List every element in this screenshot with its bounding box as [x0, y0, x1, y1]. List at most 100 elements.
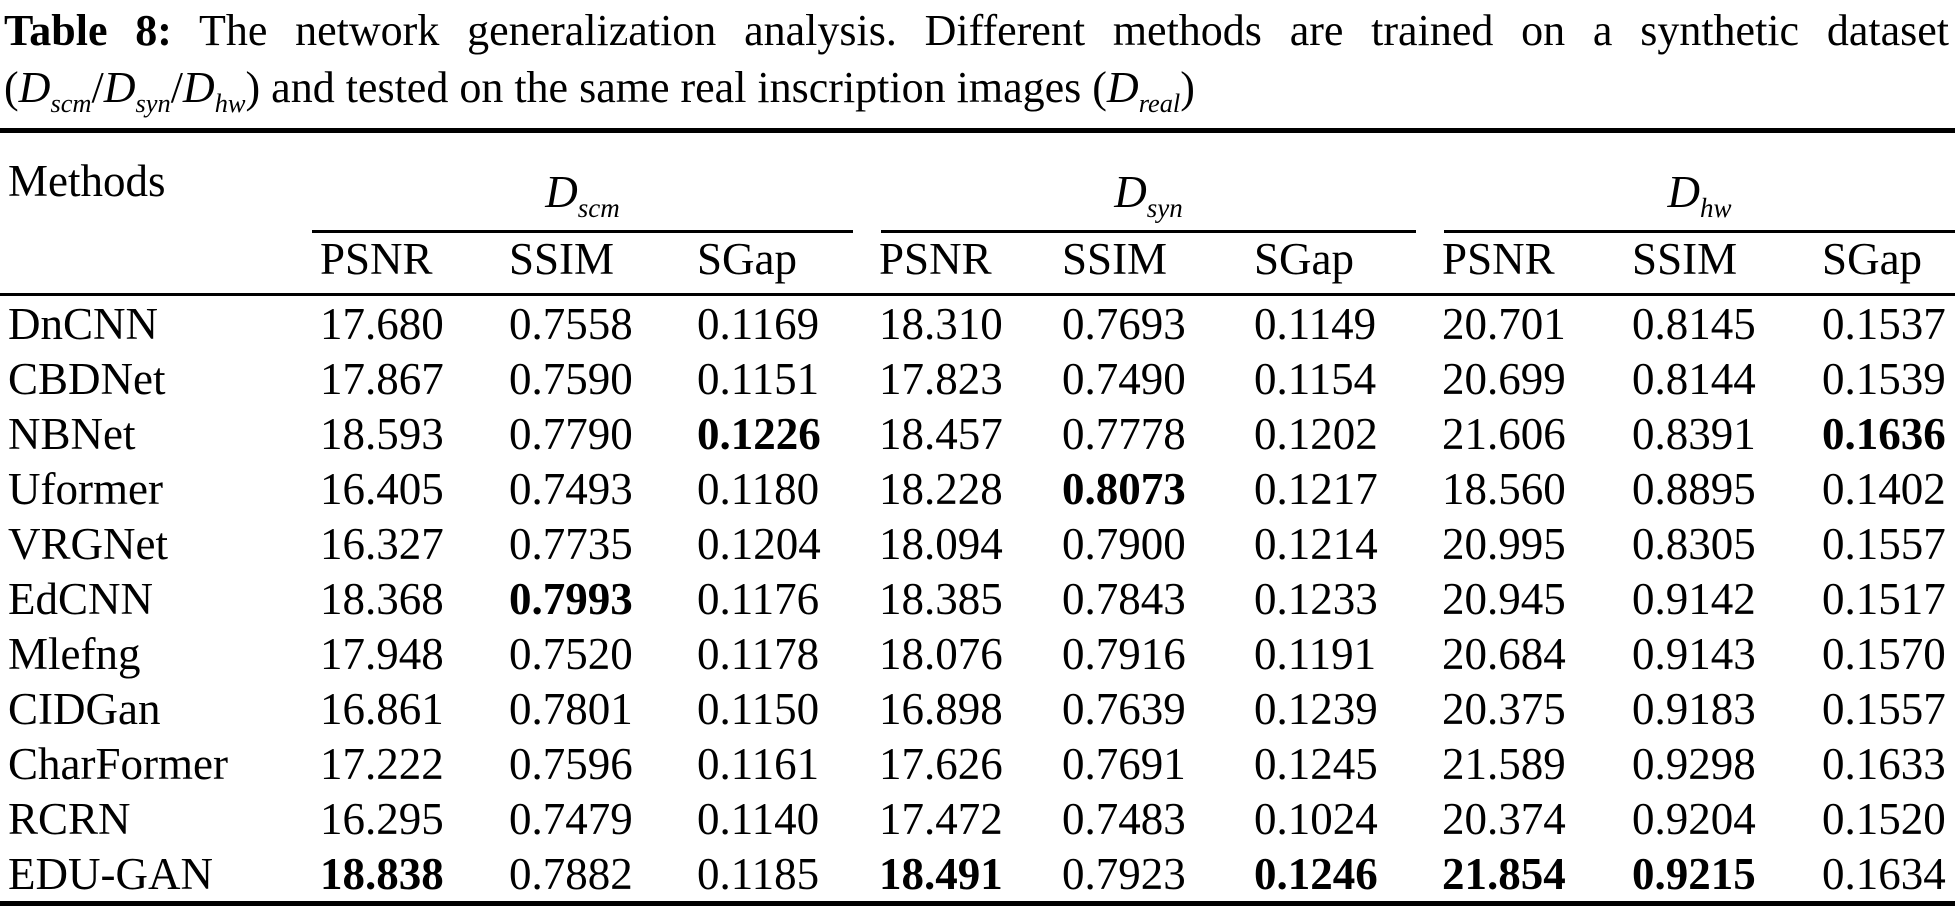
value-cell: 18.228 [879, 463, 1003, 514]
value-cell: 21.589 [1442, 738, 1566, 789]
column-header-psnr-scm: PSNR [312, 233, 501, 296]
group-var-dsyn: D [1114, 167, 1147, 217]
value-cell: 0.7490 [1062, 353, 1186, 404]
column-header-sgap-syn: SGap [1246, 233, 1435, 296]
value-cell: 0.1233 [1254, 573, 1378, 624]
value-cell: 0.1520 [1822, 793, 1946, 844]
results-table: Methods Dscm Dsyn Dhw PSNR SSIM SGap PSN… [0, 128, 1955, 906]
value-cell: 0.1204 [697, 518, 821, 569]
value-cell: 0.9143 [1632, 628, 1756, 679]
value-cell: 17.823 [879, 353, 1003, 404]
value-cell: 21.854 [1442, 848, 1566, 899]
value-cell: 0.7493 [509, 463, 633, 514]
table-body: DnCNN 17.680 0.7558 0.1169 18.310 0.7693 0.114… [0, 295, 1955, 904]
table-row: RCRN 16.295 0.7479 0.1140 17.472 0.7483 0.1024… [0, 791, 1955, 846]
group-label-dscm: Dscm [312, 166, 854, 233]
value-cell: 0.1180 [697, 463, 820, 514]
value-cell: 18.385 [879, 573, 1003, 624]
value-cell: 0.1140 [697, 793, 820, 844]
math-var-dreal: D [1106, 63, 1139, 112]
value-cell: 0.7639 [1062, 683, 1186, 734]
value-cell: 0.7479 [509, 793, 633, 844]
math-var-dsyn: D [103, 63, 136, 112]
value-cell: 20.699 [1442, 353, 1566, 404]
method-name-cell: CharFormer [8, 738, 228, 789]
value-cell: 17.472 [879, 793, 1003, 844]
caption-text: ) and tested on the same real inscriptio… [245, 63, 1107, 112]
value-cell: 0.7590 [509, 353, 633, 404]
table-row: CBDNet 17.867 0.7590 0.1151 17.823 0.7490 0.11… [0, 351, 1955, 406]
value-cell: 0.7916 [1062, 628, 1186, 679]
value-cell: 18.310 [879, 298, 1003, 349]
table-row: NBNet 18.593 0.7790 0.1226 18.457 0.7778 0.120… [0, 406, 1955, 461]
value-cell: 18.457 [879, 408, 1003, 459]
math-var-dhw: D [182, 63, 215, 112]
value-cell: 0.1537 [1822, 298, 1946, 349]
value-cell: 0.1214 [1254, 518, 1378, 569]
column-header-ssim-hw: SSIM [1624, 233, 1815, 296]
method-name-cell: RCRN [8, 793, 131, 844]
caption-slash: / [91, 63, 104, 112]
value-cell: 0.1150 [697, 683, 820, 734]
value-cell: 0.9215 [1632, 848, 1756, 899]
value-cell: 16.861 [320, 683, 444, 734]
method-name-cell: Uformer [8, 463, 163, 514]
value-cell: 20.374 [1442, 793, 1566, 844]
value-cell: 0.8145 [1632, 298, 1756, 349]
value-cell: 0.7882 [509, 848, 633, 899]
table-row: DnCNN 17.680 0.7558 0.1169 18.310 0.7693 0.114… [0, 295, 1955, 352]
group-label-dhw: Dhw [1444, 166, 1955, 233]
value-cell: 0.1149 [1254, 298, 1377, 349]
value-cell: 0.7843 [1062, 573, 1186, 624]
column-header-psnr-syn: PSNR [871, 233, 1055, 296]
value-cell: 0.7735 [509, 518, 633, 569]
value-cell: 0.9142 [1632, 573, 1756, 624]
value-cell: 0.8895 [1632, 463, 1756, 514]
caption-slash: / [170, 63, 183, 112]
value-cell: 17.948 [320, 628, 444, 679]
value-cell: 0.1202 [1254, 408, 1378, 459]
value-cell: 0.8305 [1632, 518, 1756, 569]
table-row: Mlefng 17.948 0.7520 0.1178 18.076 0.7916 0.11… [0, 626, 1955, 681]
value-cell: 18.838 [320, 848, 444, 899]
column-header-ssim-syn: SSIM [1054, 233, 1247, 296]
value-cell: 0.1239 [1254, 683, 1378, 734]
value-cell: 20.375 [1442, 683, 1566, 734]
value-cell: 0.1633 [1822, 738, 1946, 789]
value-cell: 0.1185 [697, 848, 820, 899]
value-cell: 0.1557 [1822, 683, 1946, 734]
column-header-sgap-scm: SGap [689, 233, 872, 296]
value-cell: 21.606 [1442, 408, 1566, 459]
value-cell: 0.1226 [697, 408, 821, 459]
value-cell: 0.1517 [1822, 573, 1946, 624]
value-cell: 0.1151 [697, 353, 820, 404]
table-caption: Table 8: The network generalization anal… [0, 0, 1955, 116]
value-cell: 0.1024 [1254, 793, 1378, 844]
value-cell: 0.7691 [1062, 738, 1186, 789]
method-name-cell: CBDNet [8, 353, 166, 404]
value-cell: 0.9298 [1632, 738, 1756, 789]
value-cell: 0.8391 [1632, 408, 1756, 459]
table-row: CIDGan 16.861 0.7801 0.1150 16.898 0.7639 0.12… [0, 681, 1955, 736]
table-row: VRGNet 16.327 0.7735 0.1204 18.094 0.7900 0.12… [0, 516, 1955, 571]
method-name-cell: CIDGan [8, 683, 161, 734]
value-cell: 17.626 [879, 738, 1003, 789]
table-row: CharFormer 17.222 0.7596 0.1161 17.626 0.7691… [0, 736, 1955, 791]
value-cell: 16.405 [320, 463, 444, 514]
value-cell: 0.9204 [1632, 793, 1756, 844]
group-header-dsyn: Dsyn [871, 131, 1434, 233]
value-cell: 0.7778 [1062, 408, 1186, 459]
value-cell: 0.1636 [1822, 408, 1946, 459]
math-sub-real: real [1138, 87, 1181, 118]
value-cell: 0.7693 [1062, 298, 1186, 349]
value-cell: 0.8073 [1062, 463, 1186, 514]
column-header-methods: Methods [0, 130, 312, 296]
column-header-ssim-scm: SSIM [501, 233, 689, 296]
value-cell: 20.995 [1442, 518, 1566, 569]
value-cell: 18.094 [879, 518, 1003, 569]
method-name-cell: EDU-GAN [8, 848, 213, 899]
value-cell: 0.1634 [1822, 848, 1946, 899]
caption-label: Table 8: [4, 6, 172, 55]
value-cell: 18.076 [879, 628, 1003, 679]
value-cell: 0.7801 [509, 683, 633, 734]
